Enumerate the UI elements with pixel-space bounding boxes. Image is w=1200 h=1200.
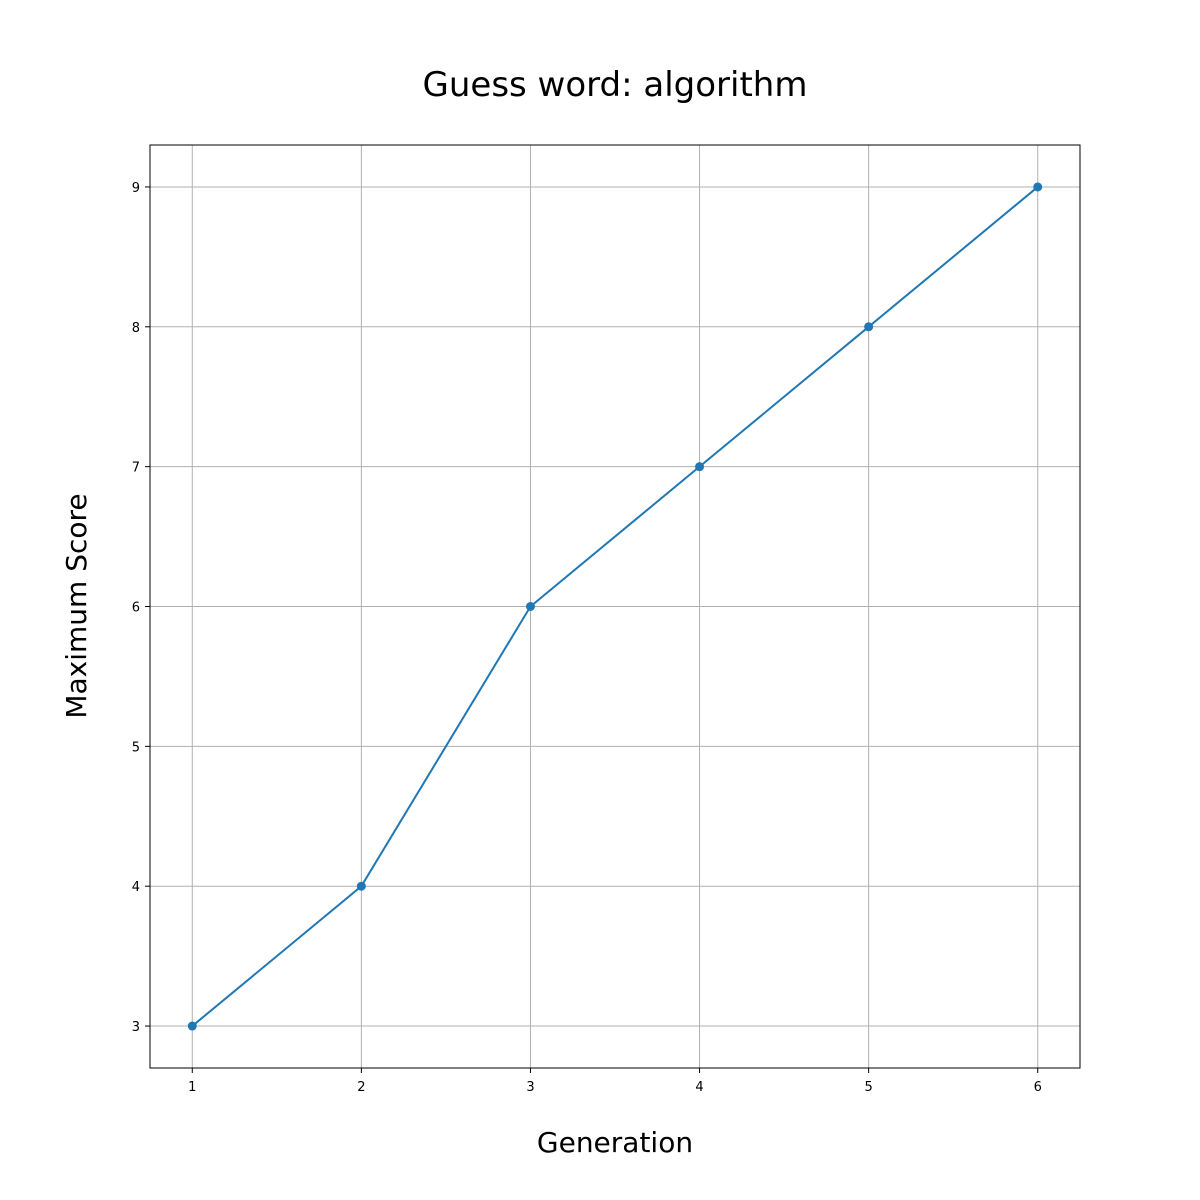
y-tick-label: 9 [132, 181, 140, 196]
x-tick-label: 5 [864, 1080, 872, 1095]
y-tick-label: 4 [132, 880, 140, 895]
y-tick-label: 5 [132, 740, 140, 755]
series [187, 182, 1043, 1031]
y-tick-label: 7 [132, 461, 140, 476]
chart-title: Guess word: algorithm [423, 65, 808, 105]
x-tick-label: 1 [188, 1080, 196, 1095]
data-point [864, 322, 874, 332]
x-axis-label: Generation [537, 1126, 693, 1159]
data-point [695, 462, 705, 472]
y-tick-label: 8 [132, 321, 140, 336]
y-axis-label: Maximum Score [60, 493, 93, 718]
series-line [191, 186, 1039, 1027]
data-point [525, 602, 535, 611]
data-point [187, 1021, 197, 1031]
y-tick-label: 3 [132, 1020, 140, 1035]
y-tick-label: 6 [132, 601, 140, 616]
x-tick-label: 4 [695, 1080, 703, 1095]
x-tick-label: 2 [357, 1080, 365, 1095]
x-tick-label: 3 [526, 1080, 534, 1095]
data-point [356, 881, 366, 891]
x-tick-label: 6 [1034, 1080, 1042, 1095]
axis-ticks: 1 2 3 4 5 6 3 4 5 6 7 8 9 [132, 181, 1042, 1095]
grid [150, 145, 1080, 1068]
data-point [1033, 182, 1043, 192]
